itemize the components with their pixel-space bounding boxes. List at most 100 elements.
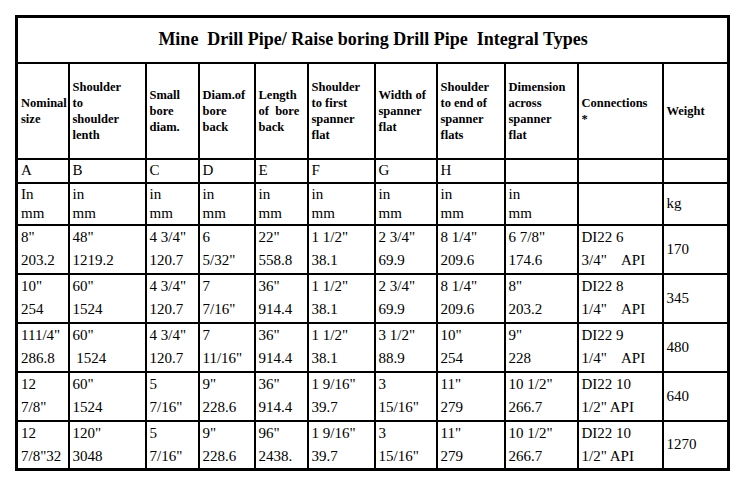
data-cell: 8 1/4" 209.6 [437,225,505,274]
data-cell: 60" 1524 [69,274,146,323]
data-cell-connection: DI22 10 1/2" API [578,372,663,421]
data-cell-weight: 1270 [663,421,729,470]
data-cell-weight: 640 [663,372,729,421]
data-cell: 4 3/4" 120.7 [146,274,199,323]
data-cell: 8" 203.2 [505,274,578,323]
letter-cell-e: E [255,159,308,183]
data-cell: 1 9/16" 39.7 [308,372,375,421]
data-cell-weight: 345 [663,274,729,323]
data-cell: 7 7/16" [199,274,255,323]
data-cell: 111/4" 286.8 [17,323,69,372]
data-cell: 12 7/8" [17,372,69,421]
header-row: Nominal size Shoulder to shoulder lenth … [17,63,729,159]
header-shoulder-to-shoulder-length: Shoulder to shoulder lenth [69,63,146,159]
data-cell-connection: DI22 10 1/2" API [578,421,663,470]
drill-pipe-spec-table: Mine Drill Pipe/ Raise boring Drill Pipe… [15,15,730,471]
data-cell: 11" 279 [437,372,505,421]
data-cell: 120" 3048 [69,421,146,470]
data-cell: 2 3/4" 69.9 [375,225,437,274]
data-cell: 8" 203.2 [17,225,69,274]
header-connections: Connections * [578,63,663,159]
page-title: Mine Drill Pipe/ Raise boring Drill Pipe… [17,17,729,63]
unit-cell-empty [578,183,663,225]
table-row: 111/4" 286.8 60" 1524 4 3/4" 120.7 7 11/… [17,323,729,372]
data-cell: 6 7/8" 174.6 [505,225,578,274]
data-cell: 36" 914.4 [255,274,308,323]
data-cell: 60" 1524 [69,372,146,421]
data-cell: 9" 228.6 [199,421,255,470]
data-cell: 6 5/32" [199,225,255,274]
data-cell-weight: 480 [663,323,729,372]
data-cell: 4 3/4" 120.7 [146,323,199,372]
letter-cell-h: H [437,159,505,183]
letter-cell-g: G [375,159,437,183]
unit-cell: in mm [199,183,255,225]
data-cell: 10" 254 [437,323,505,372]
data-cell: 48" 1219.2 [69,225,146,274]
unit-cell: in mm [308,183,375,225]
unit-cell: in mm [375,183,437,225]
letter-cell-a: A [17,159,69,183]
header-shoulder-to-first-spanner-flat: Shoulder to first spanner flat [308,63,375,159]
data-cell: 5 7/16" [146,421,199,470]
header-small-bore-diam: Small bore diam. [146,63,199,159]
unit-cell: in mm [69,183,146,225]
letter-row: A B C D E F G H [17,159,729,183]
data-cell-weight: 170 [663,225,729,274]
letter-cell-b: B [69,159,146,183]
table-row: 10" 254 60" 1524 4 3/4" 120.7 7 7/16" 36… [17,274,729,323]
header-nominal-size: Nominal size [17,63,69,159]
data-cell: 12 7/8"32 [17,421,69,470]
title-row: Mine Drill Pipe/ Raise boring Drill Pipe… [17,17,729,63]
data-cell: 1 1/2" 38.1 [308,274,375,323]
header-bore-back-diam: Diam.of bore back [199,63,255,159]
unit-cell-kg: kg [663,183,729,225]
data-cell: 1 1/2" 38.1 [308,225,375,274]
header-weight: Weight [663,63,729,159]
spec-table: Mine Drill Pipe/ Raise boring Drill Pipe… [15,15,730,471]
data-cell: 9" 228.6 [199,372,255,421]
data-cell: 4 3/4" 120.7 [146,225,199,274]
header-dimension-across-spanner-flat: Dimension across spanner flat [505,63,578,159]
unit-cell: In mm [17,183,69,225]
data-cell: 8 1/4" 209.6 [437,274,505,323]
unit-cell: in mm [505,183,578,225]
table-row: 8" 203.2 48" 1219.2 4 3/4" 120.7 6 5/32"… [17,225,729,274]
letter-cell-d: D [199,159,255,183]
data-cell: 36" 914.4 [255,323,308,372]
data-cell: 3 15/16" [375,421,437,470]
table-row: 12 7/8"32 120" 3048 5 7/16" 9" 228.6 96"… [17,421,729,470]
letter-cell-empty [578,159,663,183]
data-cell: 11" 279 [437,421,505,470]
data-cell: 3 1/2" 88.9 [375,323,437,372]
data-cell: 3 15/16" [375,372,437,421]
data-cell-connection: DI22 9 1/4" API [578,323,663,372]
unit-cell: in mm [146,183,199,225]
header-spanner-flat-width: Width of spanner flat [375,63,437,159]
data-cell: 1 9/16" 39.7 [308,421,375,470]
data-cell: 9" 228 [505,323,578,372]
header-shoulder-to-end-spanner-flats: Shoulder to end of spanner flats [437,63,505,159]
letter-cell-f: F [308,159,375,183]
data-cell: 2 3/4" 69.9 [375,274,437,323]
data-cell: 22" 558.8 [255,225,308,274]
data-cell-connection: DI22 6 3/4" API [578,225,663,274]
data-cell: 10" 254 [17,274,69,323]
data-cell: 36" 914.4 [255,372,308,421]
unit-cell: in mm [437,183,505,225]
data-cell: 60" 1524 [69,323,146,372]
data-cell: 7 11/16" [199,323,255,372]
letter-cell-empty [505,159,578,183]
data-cell: 5 7/16" [146,372,199,421]
data-cell: 96" 2438. [255,421,308,470]
data-cell: 10 1/2" 266.7 [505,372,578,421]
data-cell-connection: DI22 8 1/4" API [578,274,663,323]
letter-cell-c: C [146,159,199,183]
header-bore-back-length: Length of bore back [255,63,308,159]
data-cell: 10 1/2" 266.7 [505,421,578,470]
unit-cell: in mm [255,183,308,225]
data-cell: 1 1/2" 38.1 [308,323,375,372]
table-row: 12 7/8" 60" 1524 5 7/16" 9" 228.6 36" 91… [17,372,729,421]
letter-cell-empty [663,159,729,183]
units-row: In mm in mm in mm in mm in mm in mm in m… [17,183,729,225]
